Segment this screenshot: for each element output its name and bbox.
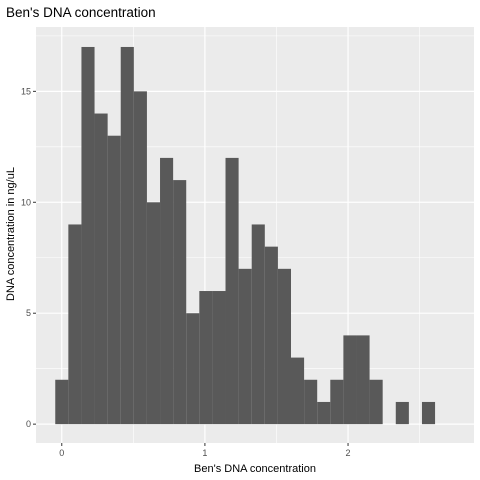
y-tick-label: 15 <box>21 86 31 96</box>
x-axis-label: Ben's DNA concentration <box>194 463 316 475</box>
y-tick-label: 10 <box>21 197 31 207</box>
chart-title: Ben's DNA concentration <box>6 5 156 20</box>
histogram-bar <box>81 46 95 425</box>
y-tick-label: 0 <box>26 419 31 429</box>
histogram-bar <box>330 379 344 425</box>
histogram-bar <box>160 157 174 425</box>
histogram-bar <box>251 224 265 425</box>
x-tick-label: 0 <box>59 448 64 458</box>
bars <box>55 46 436 425</box>
histogram-bar <box>55 379 69 425</box>
histogram-bar <box>199 291 213 425</box>
histogram-bar <box>343 335 357 425</box>
histogram-bar <box>277 268 291 425</box>
histogram-bar <box>94 113 108 425</box>
histogram-bar <box>146 202 161 425</box>
histogram-bar <box>356 335 370 425</box>
histogram-bar <box>264 246 278 425</box>
histogram-bar <box>133 91 147 425</box>
y-tick-label: 5 <box>26 308 31 318</box>
histogram-bar <box>395 401 409 425</box>
histogram-bar <box>107 135 121 425</box>
axes: 0 5 10 15 0 1 2 <box>21 86 351 458</box>
histogram-bar <box>317 401 331 425</box>
histogram-bar <box>290 357 305 425</box>
histogram-bar <box>225 157 239 425</box>
histogram-bar <box>304 379 318 425</box>
histogram-bar <box>120 46 134 425</box>
histogram-bar <box>186 313 200 425</box>
x-tick-label: 2 <box>346 448 351 458</box>
histogram-bar <box>68 224 82 425</box>
histogram-bar <box>238 268 252 425</box>
x-tick-label: 1 <box>202 448 207 458</box>
histogram-bar <box>421 401 436 425</box>
histogram-bar <box>173 180 187 425</box>
histogram-bar <box>369 379 383 425</box>
histogram-bar <box>212 291 226 425</box>
